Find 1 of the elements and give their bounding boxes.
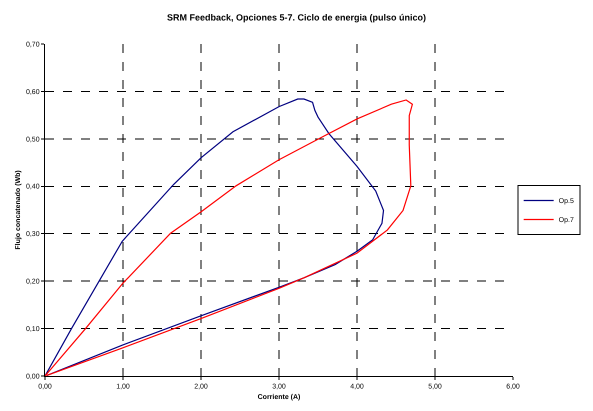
chart-title: SRM Feedback, Opciones 5-7. Ciclo de energia (pulso único): [166, 12, 426, 23]
